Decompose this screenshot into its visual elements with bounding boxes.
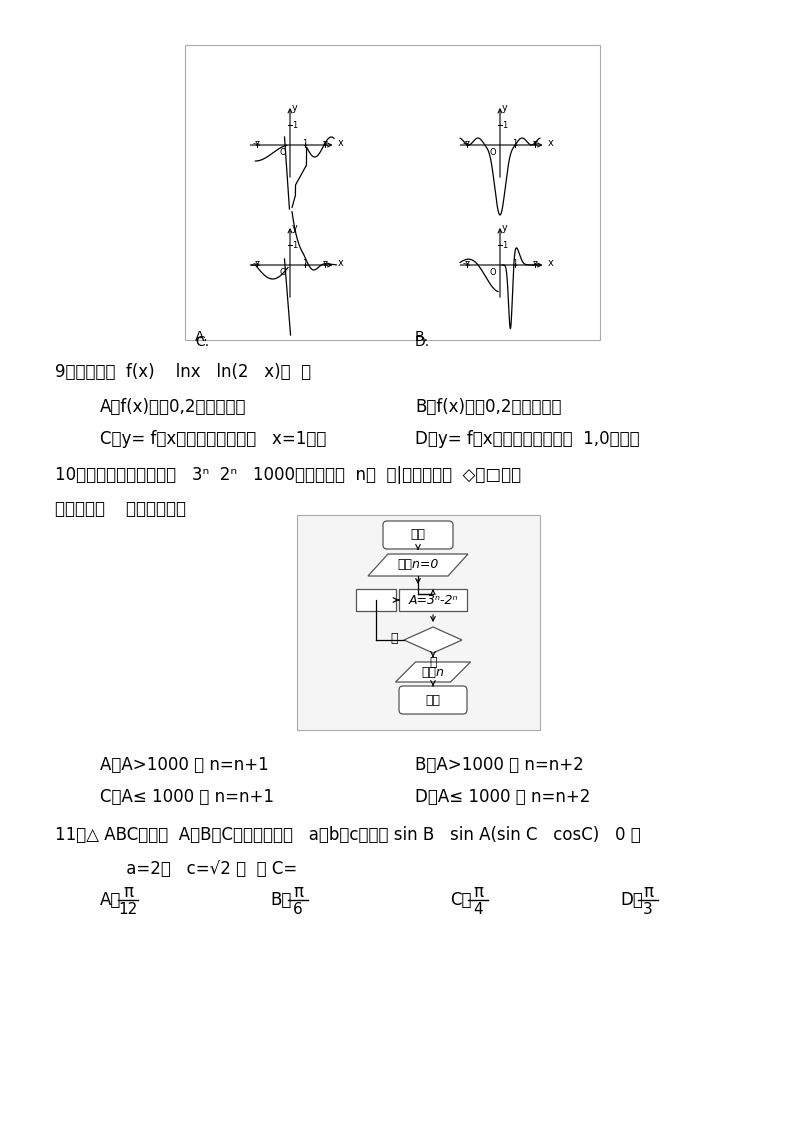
- Polygon shape: [404, 627, 462, 653]
- Text: -π: -π: [463, 259, 471, 269]
- Bar: [185, 45, 600, 340]
- Text: B．: B．: [270, 891, 291, 909]
- Text: O: O: [279, 269, 286, 276]
- Text: B.: B.: [415, 330, 429, 344]
- Text: 6: 6: [293, 903, 303, 918]
- Text: π: π: [533, 139, 538, 148]
- Bar: [356, 589, 396, 611]
- Text: y: y: [292, 103, 298, 113]
- Text: 12: 12: [118, 903, 138, 918]
- Bar: [297, 516, 540, 730]
- Bar: [399, 589, 467, 611]
- Text: 空白框中，    可以分别填入: 空白框中， 可以分别填入: [55, 500, 186, 518]
- Text: A=3ⁿ-2ⁿ: A=3ⁿ-2ⁿ: [408, 594, 458, 606]
- Text: 4: 4: [473, 903, 483, 918]
- Text: A.: A.: [195, 330, 209, 344]
- Text: 3: 3: [643, 903, 653, 918]
- Text: 1: 1: [302, 139, 308, 148]
- Text: -π: -π: [463, 139, 471, 148]
- Text: O: O: [279, 148, 286, 157]
- Text: D．A≤ 1000 和 n=n+2: D．A≤ 1000 和 n=n+2: [415, 787, 590, 806]
- Text: B．f(x)在（0,2）单调递减: B．f(x)在（0,2）单调递减: [415, 398, 562, 416]
- Text: -π: -π: [253, 259, 261, 269]
- FancyBboxPatch shape: [383, 521, 453, 550]
- Text: y: y: [292, 223, 298, 233]
- Text: -π: -π: [253, 139, 261, 148]
- Text: 1: 1: [502, 120, 507, 129]
- Text: D.: D.: [415, 335, 430, 349]
- Text: C．: C．: [450, 891, 471, 909]
- Text: 否: 否: [430, 656, 437, 668]
- Text: 输出n: 输出n: [422, 665, 445, 679]
- Text: 9．已知函数  f(x)    lnx   ln(2   x)，  则: 9．已知函数 f(x) lnx ln(2 x)， 则: [55, 363, 311, 381]
- Text: π: π: [322, 259, 327, 269]
- Text: 1: 1: [512, 259, 518, 269]
- Text: O: O: [490, 148, 496, 157]
- Text: π: π: [533, 259, 538, 269]
- Text: C.: C.: [195, 335, 209, 349]
- Text: 结束: 结束: [426, 693, 441, 707]
- Text: x: x: [338, 258, 343, 269]
- Text: y: y: [502, 103, 508, 113]
- Text: x: x: [547, 138, 554, 148]
- Text: 1: 1: [292, 240, 298, 249]
- Text: C．y= f（x）的图像关于直线   x=1对称: C．y= f（x）的图像关于直线 x=1对称: [100, 431, 326, 448]
- Polygon shape: [368, 554, 468, 576]
- Text: x: x: [338, 138, 343, 148]
- Text: A．: A．: [100, 891, 122, 909]
- Text: π: π: [123, 883, 133, 901]
- Text: 1: 1: [512, 139, 518, 148]
- Text: π: π: [322, 139, 327, 148]
- Text: A．A>1000 和 n=n+1: A．A>1000 和 n=n+1: [100, 756, 269, 774]
- Text: 是: 是: [390, 631, 398, 645]
- Text: B．A>1000 和 n=n+2: B．A>1000 和 n=n+2: [415, 756, 584, 774]
- Text: 开始: 开始: [410, 528, 426, 542]
- Text: 11．△ ABC的内角  A、B、C的对边分别为   a、b、c。已知 sin B   sin A(sin C   cosC)   0 ，: 11．△ ABC的内角 A、B、C的对边分别为 a、b、c。已知 sin B s…: [55, 826, 641, 844]
- Text: π: π: [643, 883, 653, 901]
- Text: x: x: [547, 258, 554, 269]
- Text: π: π: [293, 883, 303, 901]
- FancyBboxPatch shape: [399, 685, 467, 714]
- Text: 输入n=0: 输入n=0: [398, 559, 438, 571]
- Text: 1: 1: [292, 120, 298, 129]
- Text: π: π: [473, 883, 483, 901]
- Text: 1: 1: [302, 259, 308, 269]
- Text: D．y= f（x）的图像关于点（  1,0）对称: D．y= f（x）的图像关于点（ 1,0）对称: [415, 431, 640, 448]
- Text: y: y: [502, 223, 508, 233]
- Text: C．A≤ 1000 和 n=n+1: C．A≤ 1000 和 n=n+1: [100, 787, 274, 806]
- Polygon shape: [395, 662, 470, 682]
- Text: 1: 1: [502, 240, 507, 249]
- Text: O: O: [490, 269, 496, 276]
- Text: a=2，   c=√2 ，  则 C=: a=2， c=√2 ， 则 C=: [100, 860, 298, 878]
- Text: D．: D．: [620, 891, 643, 909]
- Text: 10．如图是为了求出满足   3ⁿ  2ⁿ   1000的最小偶数  n，  学|科网那么在  ◇和□两个: 10．如图是为了求出满足 3ⁿ 2ⁿ 1000的最小偶数 n， 学|科网那么在 …: [55, 466, 521, 484]
- Text: A．f(x)在（0,2）单调递增: A．f(x)在（0,2）单调递增: [100, 398, 246, 416]
